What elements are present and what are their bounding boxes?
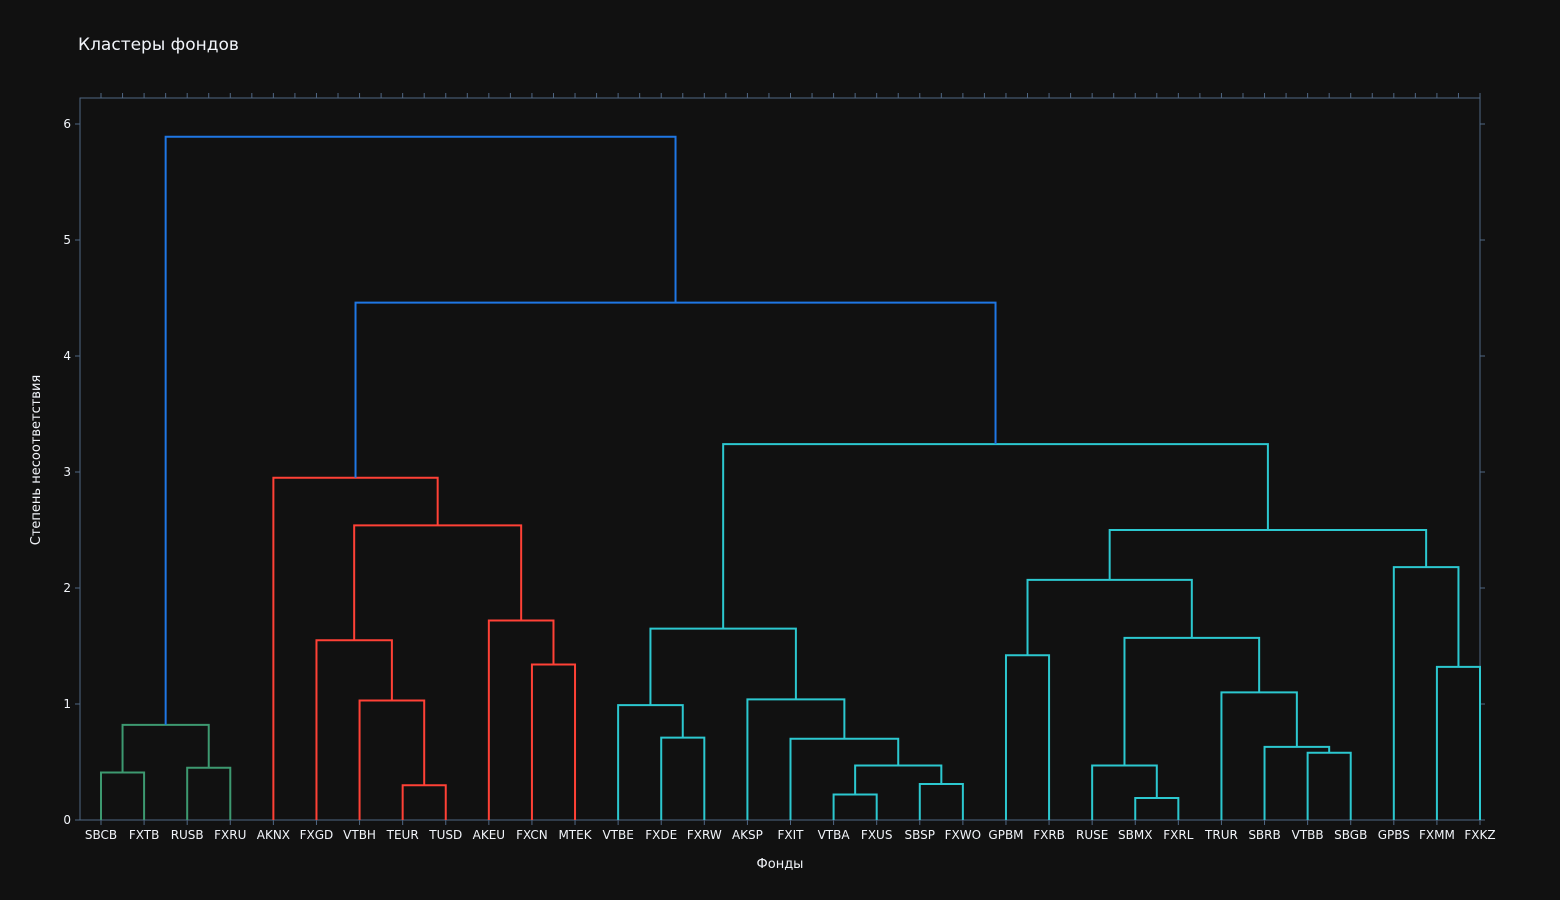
dendrogram-link-c9: [1004, 654, 1051, 820]
dendrogram-link-c6: [789, 737, 900, 820]
x-tick-label: RUSE: [1076, 828, 1108, 842]
y-tick-label: 3: [63, 465, 71, 479]
x-tick-label: AKSP: [732, 828, 763, 842]
dendrogram-link-c2: [617, 704, 684, 820]
x-tick-label: MTEK: [558, 828, 592, 842]
x-tick-label: FXWO: [945, 828, 981, 842]
dendrogram-link-r5: [487, 619, 555, 820]
dendrogram-link-c5: [854, 764, 943, 795]
dendrogram-link-c18: [1392, 566, 1460, 820]
chart-title: Кластеры фондов: [78, 35, 239, 55]
plot-frame: [79, 97, 1481, 821]
y-tick-label: 6: [63, 117, 71, 131]
x-tick-label: SBGB: [1334, 828, 1367, 842]
dendrogram-link-r2: [358, 699, 426, 820]
dendrogram-link-c16: [1026, 578, 1193, 656]
dendrogram-link-c19: [1108, 529, 1428, 580]
x-tick-label: FXKZ: [1464, 828, 1495, 842]
x-tick-label: FXRU: [214, 828, 246, 842]
dendrogram-link-c7: [746, 698, 846, 820]
dendrogram-link-b2: [164, 135, 677, 725]
plot-area: 0 1 2 3 4 5 6 SBCB FXTB RUSB FXRU AKNX FXGD VTBH TEUR T…: [63, 93, 1496, 842]
dendrogram-link-b1: [354, 301, 997, 478]
x-tick-label: VTBH: [343, 828, 376, 842]
dendrogram-link-c14: [1220, 691, 1298, 820]
dendrogram-link-c13: [1263, 745, 1331, 820]
y-axis-title: Степень несоответствия: [29, 375, 44, 545]
x-tick-label: FXDE: [645, 828, 677, 842]
y-tick-label: 1: [63, 697, 71, 711]
y-tick-label: 2: [63, 581, 71, 595]
dendrogram-link-g1: [100, 771, 146, 820]
dendrogram-link-r6: [353, 524, 523, 641]
dendrogram-link-c10: [1134, 796, 1180, 820]
y-tick-label: 4: [63, 349, 71, 363]
y-tick-label: 5: [63, 233, 71, 247]
x-tick-label: AKNX: [257, 828, 290, 842]
dendrogram-link-c8: [649, 627, 797, 706]
x-tick-label: TRUR: [1204, 828, 1238, 842]
x-tick-label: FXRW: [687, 828, 722, 842]
x-tick-label: FXTB: [129, 828, 159, 842]
x-tick-label: RUSB: [171, 828, 204, 842]
x-tick-label: TEUR: [386, 828, 419, 842]
dendrogram-link-r3: [315, 639, 393, 820]
x-tick-label: GPBS: [1378, 828, 1410, 842]
x-tick-label: VTBE: [602, 828, 633, 842]
x-tick-label: FXRB: [1033, 828, 1065, 842]
dendrogram-link-c1: [660, 736, 706, 820]
dendrogram-link-g3: [121, 723, 210, 773]
x-tick-label: VTBB: [1292, 828, 1324, 842]
dendrogram-link-c3: [832, 793, 878, 820]
x-tick-label: SBCB: [85, 828, 117, 842]
dendrogram-link-r4: [530, 663, 577, 820]
x-tick-label: GPBM: [988, 828, 1023, 842]
dendrogram-link-c17: [1435, 665, 1481, 820]
dendrogram-link-c20: [722, 443, 1269, 629]
x-tick-label: FXCN: [516, 828, 548, 842]
x-tick-label: TUSD: [428, 828, 462, 842]
x-tick-label: FXUS: [861, 828, 893, 842]
y-tick-label: 0: [63, 813, 71, 827]
dendrogram-link-c15: [1123, 636, 1261, 766]
x-axis-title: Фонды: [757, 857, 804, 872]
x-tick-label: AKEU: [473, 828, 505, 842]
dendrogram-link-c11: [1091, 764, 1158, 820]
x-tick-label: SBMX: [1118, 828, 1152, 842]
dendrogram-link-c4: [918, 783, 964, 820]
dendrogram-link-r7: [272, 476, 439, 820]
dendrogram-link-g2: [186, 766, 232, 820]
x-tick-label: SBRB: [1248, 828, 1280, 842]
dendrogram-link-r1: [401, 784, 447, 820]
x-tick-label: FXRL: [1163, 828, 1193, 842]
x-tick-label: FXGD: [300, 828, 334, 842]
dendrogram-link-c12: [1306, 751, 1352, 820]
x-tick-label: FXIT: [778, 828, 805, 842]
x-tick-label: FXMM: [1419, 828, 1455, 842]
x-tick-label: SBSP: [905, 828, 936, 842]
x-tick-label: VTBA: [818, 828, 851, 842]
